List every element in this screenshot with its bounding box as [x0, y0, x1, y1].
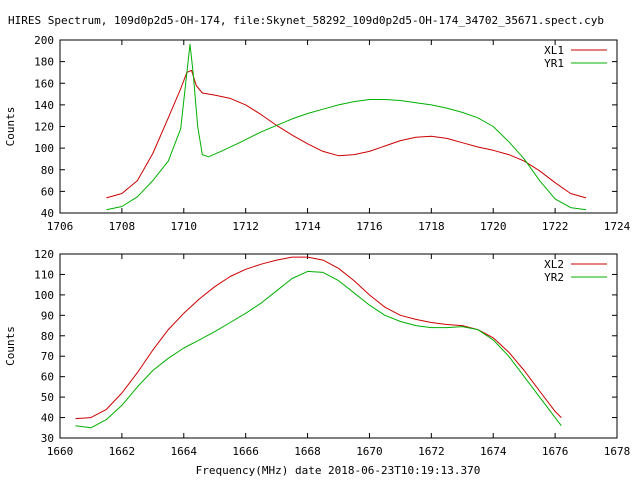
x-tick-label: 1674	[480, 445, 507, 458]
y-tick-label: 100	[34, 289, 54, 302]
y-tick-label: 40	[41, 412, 54, 425]
y-tick-label: 60	[41, 185, 54, 198]
y-tick-label: 80	[41, 330, 54, 343]
x-tick-label: 1676	[542, 445, 569, 458]
series-line-xl1	[106, 69, 587, 199]
x-tick-label: 1722	[542, 220, 569, 233]
y-tick-label: 140	[34, 99, 54, 112]
y-tick-label: 80	[41, 164, 54, 177]
x-tick-label: 1678	[604, 445, 631, 458]
y-tick-label: 180	[34, 56, 54, 69]
y-tick-label: 120	[34, 248, 54, 261]
legend-label: YR2	[544, 271, 564, 284]
x-tick-label: 1666	[232, 445, 259, 458]
y-tick-label: 60	[41, 371, 54, 384]
series-line-yr2	[75, 270, 562, 429]
upper-plot: 1706 1708 1710 1712 1714 1716 1718 1720 1722 1724…	[4, 34, 631, 233]
y-tick-label: 90	[41, 309, 54, 322]
x-tick-label: 1710	[171, 220, 198, 233]
legend-label: XL1	[544, 44, 564, 57]
y-tick-label: 30	[41, 432, 54, 445]
lower-plot: 1660 1662 1664 1666 1668 1670 1672 1674 1676 1678…	[4, 248, 630, 458]
y-tick-label: 100	[34, 142, 54, 155]
x-tick-label: 1724	[604, 220, 631, 233]
series-line-yr1	[106, 43, 587, 211]
x-tick-label: 1668	[294, 445, 321, 458]
x-tick-label: 1714	[294, 220, 321, 233]
y-tick-label: 70	[41, 350, 54, 363]
y-tick-label: 40	[41, 207, 54, 220]
x-tick-label: 1662	[109, 445, 136, 458]
y-axis-label: Counts	[4, 107, 17, 147]
y-tick-label: 200	[34, 34, 54, 47]
plot-frame	[59, 39, 618, 214]
x-axis-label: Frequency(MHz) date 2018-06-23T10:19:13.…	[196, 464, 481, 477]
figure-title: HIRES Spectrum, 109d0p2d5-OH-174, file:S…	[8, 14, 604, 27]
y-tick-label: 50	[41, 391, 54, 404]
x-tick-label: 1716	[356, 220, 383, 233]
y-tick-label: 160	[34, 77, 54, 90]
x-tick-label: 1712	[232, 220, 259, 233]
plot-frame	[59, 253, 618, 439]
y-tick-label: 110	[34, 268, 54, 281]
x-tick-label: 1664	[171, 445, 198, 458]
x-tick-label: 1718	[418, 220, 445, 233]
x-tick-label: 1720	[480, 220, 507, 233]
x-tick-label: 1670	[356, 445, 383, 458]
x-tick-label: 1660	[47, 445, 74, 458]
y-axis-label: Counts	[4, 326, 17, 366]
legend-label: YR1	[544, 57, 564, 70]
x-tick-label: 1672	[418, 445, 445, 458]
legend-label: XL2	[544, 258, 564, 271]
x-tick-label: 1706	[47, 220, 74, 233]
y-tick-label: 120	[34, 121, 54, 134]
series-line-xl2	[75, 256, 562, 420]
x-tick-label: 1708	[109, 220, 136, 233]
